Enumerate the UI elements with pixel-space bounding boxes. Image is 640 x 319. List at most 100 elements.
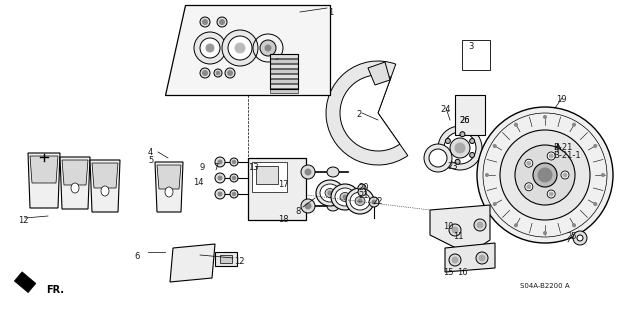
Ellipse shape	[327, 167, 339, 177]
Circle shape	[215, 173, 225, 183]
Polygon shape	[445, 243, 495, 272]
Text: B-21-1: B-21-1	[553, 151, 580, 160]
Circle shape	[260, 40, 276, 56]
Ellipse shape	[335, 188, 355, 206]
Circle shape	[230, 174, 238, 182]
Circle shape	[220, 19, 225, 25]
Circle shape	[216, 71, 220, 75]
Circle shape	[547, 152, 555, 160]
Circle shape	[228, 36, 252, 60]
Circle shape	[477, 107, 613, 243]
Circle shape	[452, 257, 458, 263]
Circle shape	[452, 227, 458, 233]
Bar	[252, 162, 287, 192]
Polygon shape	[430, 205, 490, 250]
Text: 5: 5	[148, 156, 153, 165]
Bar	[248, 158, 306, 220]
Circle shape	[232, 176, 236, 180]
Circle shape	[301, 199, 315, 213]
Circle shape	[549, 192, 553, 196]
Circle shape	[202, 19, 207, 25]
Text: 11: 11	[453, 232, 463, 241]
Ellipse shape	[101, 186, 109, 196]
Circle shape	[549, 154, 553, 158]
Text: 26: 26	[459, 116, 470, 125]
Text: 15: 15	[443, 268, 454, 277]
Text: 26: 26	[459, 116, 470, 125]
Circle shape	[543, 115, 547, 118]
Circle shape	[455, 159, 460, 164]
Circle shape	[476, 252, 488, 264]
Ellipse shape	[320, 184, 340, 202]
Circle shape	[450, 138, 470, 158]
Ellipse shape	[343, 195, 347, 199]
Circle shape	[218, 176, 222, 180]
Circle shape	[515, 224, 518, 227]
Circle shape	[200, 68, 210, 78]
Text: 21: 21	[358, 191, 369, 200]
Text: 2: 2	[356, 110, 361, 119]
Wedge shape	[326, 61, 408, 165]
Polygon shape	[368, 62, 390, 85]
Circle shape	[486, 174, 488, 176]
Polygon shape	[30, 156, 58, 183]
Circle shape	[594, 203, 596, 205]
Circle shape	[449, 224, 461, 236]
Circle shape	[225, 68, 235, 78]
Circle shape	[424, 144, 452, 172]
Text: 1: 1	[328, 8, 333, 17]
Circle shape	[232, 160, 236, 164]
Text: 9: 9	[200, 163, 205, 172]
Circle shape	[563, 173, 567, 177]
Text: 25: 25	[566, 232, 577, 241]
Circle shape	[455, 143, 465, 153]
Text: 7: 7	[213, 163, 218, 172]
Circle shape	[527, 161, 531, 165]
Polygon shape	[28, 153, 60, 208]
Polygon shape	[165, 5, 330, 95]
Text: 4: 4	[148, 148, 153, 157]
Bar	[270, 69, 298, 73]
Circle shape	[232, 192, 236, 196]
Circle shape	[305, 203, 311, 209]
Ellipse shape	[340, 192, 350, 202]
Text: 12: 12	[18, 216, 29, 225]
Ellipse shape	[327, 201, 339, 211]
Ellipse shape	[165, 187, 173, 197]
Circle shape	[470, 138, 475, 144]
Circle shape	[227, 70, 232, 76]
Bar	[270, 89, 298, 93]
Polygon shape	[14, 272, 36, 293]
Circle shape	[372, 200, 376, 204]
Ellipse shape	[355, 197, 365, 205]
Circle shape	[358, 184, 366, 192]
Circle shape	[202, 70, 207, 76]
Circle shape	[214, 69, 222, 77]
Text: B-21: B-21	[553, 143, 572, 152]
Bar	[270, 84, 298, 88]
Ellipse shape	[358, 199, 362, 203]
Circle shape	[533, 163, 557, 187]
Circle shape	[543, 232, 547, 234]
Bar	[215, 252, 237, 266]
Circle shape	[515, 145, 575, 205]
Text: 3: 3	[468, 42, 474, 51]
Text: 6: 6	[134, 252, 140, 261]
Circle shape	[449, 254, 461, 266]
Circle shape	[444, 132, 476, 164]
Circle shape	[547, 190, 555, 198]
Polygon shape	[155, 162, 183, 212]
Circle shape	[215, 157, 225, 167]
Circle shape	[493, 203, 496, 205]
Circle shape	[577, 235, 583, 241]
Circle shape	[474, 219, 486, 231]
Circle shape	[445, 138, 451, 144]
Circle shape	[477, 222, 483, 228]
Text: 18: 18	[278, 215, 289, 224]
Polygon shape	[92, 163, 118, 188]
Circle shape	[460, 132, 465, 137]
Polygon shape	[90, 160, 120, 212]
Bar	[270, 59, 298, 63]
Circle shape	[301, 165, 315, 179]
Ellipse shape	[71, 183, 79, 193]
